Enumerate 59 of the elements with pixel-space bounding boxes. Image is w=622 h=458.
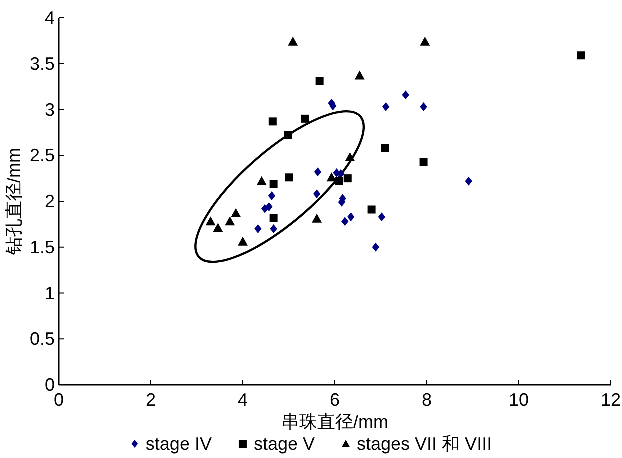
y-tick-label: 4 [44, 8, 55, 28]
point [301, 114, 310, 123]
point [316, 77, 324, 86]
point [345, 152, 356, 162]
point [225, 216, 236, 226]
point [577, 52, 586, 60]
x-tick-label: 10 [508, 390, 530, 410]
y-tick-label: 2.5 [30, 146, 55, 166]
point [465, 176, 472, 186]
point [372, 242, 380, 252]
point [326, 172, 337, 182]
point [348, 212, 355, 222]
point [378, 212, 386, 222]
point [256, 176, 267, 186]
point [420, 102, 428, 112]
point [231, 208, 242, 218]
point [402, 90, 410, 100]
x-tick-label: 2 [146, 390, 156, 410]
legend-label: stage V [254, 434, 316, 454]
y-tick-label: 1.5 [30, 237, 55, 258]
point [312, 214, 322, 223]
point [288, 36, 298, 46]
x-tick-label: 8 [422, 390, 432, 410]
point [254, 224, 262, 234]
point [382, 102, 390, 112]
point [368, 206, 376, 214]
point [381, 144, 390, 152]
point [270, 180, 278, 188]
point [268, 118, 277, 126]
y-tick-label: 1 [44, 283, 55, 304]
point [270, 214, 278, 222]
x-axis-title: 串珠直径/mm [282, 412, 388, 432]
point [285, 174, 293, 182]
point [335, 177, 344, 186]
point [270, 224, 278, 234]
point [313, 190, 321, 199]
legend-label: stage IV [146, 434, 212, 454]
y-axis-title: 钻孔直径/mm [4, 148, 24, 256]
point [284, 131, 292, 140]
point [266, 202, 273, 212]
x-tick-label: 12 [600, 390, 622, 410]
point [268, 191, 276, 200]
y-tick-label: 2 [44, 192, 55, 212]
point [342, 217, 349, 226]
y-tick-label: 0 [44, 375, 55, 395]
y-tick-label: 3 [44, 100, 55, 120]
point [206, 216, 216, 226]
point [420, 158, 428, 166]
point [344, 174, 352, 183]
x-tick-label: 6 [330, 390, 340, 410]
y-tick-label: 0.5 [30, 329, 55, 350]
point [213, 223, 224, 232]
y-tick-label: 3.5 [30, 54, 55, 74]
point [354, 70, 365, 80]
point [238, 236, 248, 246]
x-tick-label: 4 [238, 390, 248, 410]
legend-label: stages VII 和 VIII [357, 434, 492, 454]
point [420, 36, 430, 46]
point [314, 168, 322, 177]
